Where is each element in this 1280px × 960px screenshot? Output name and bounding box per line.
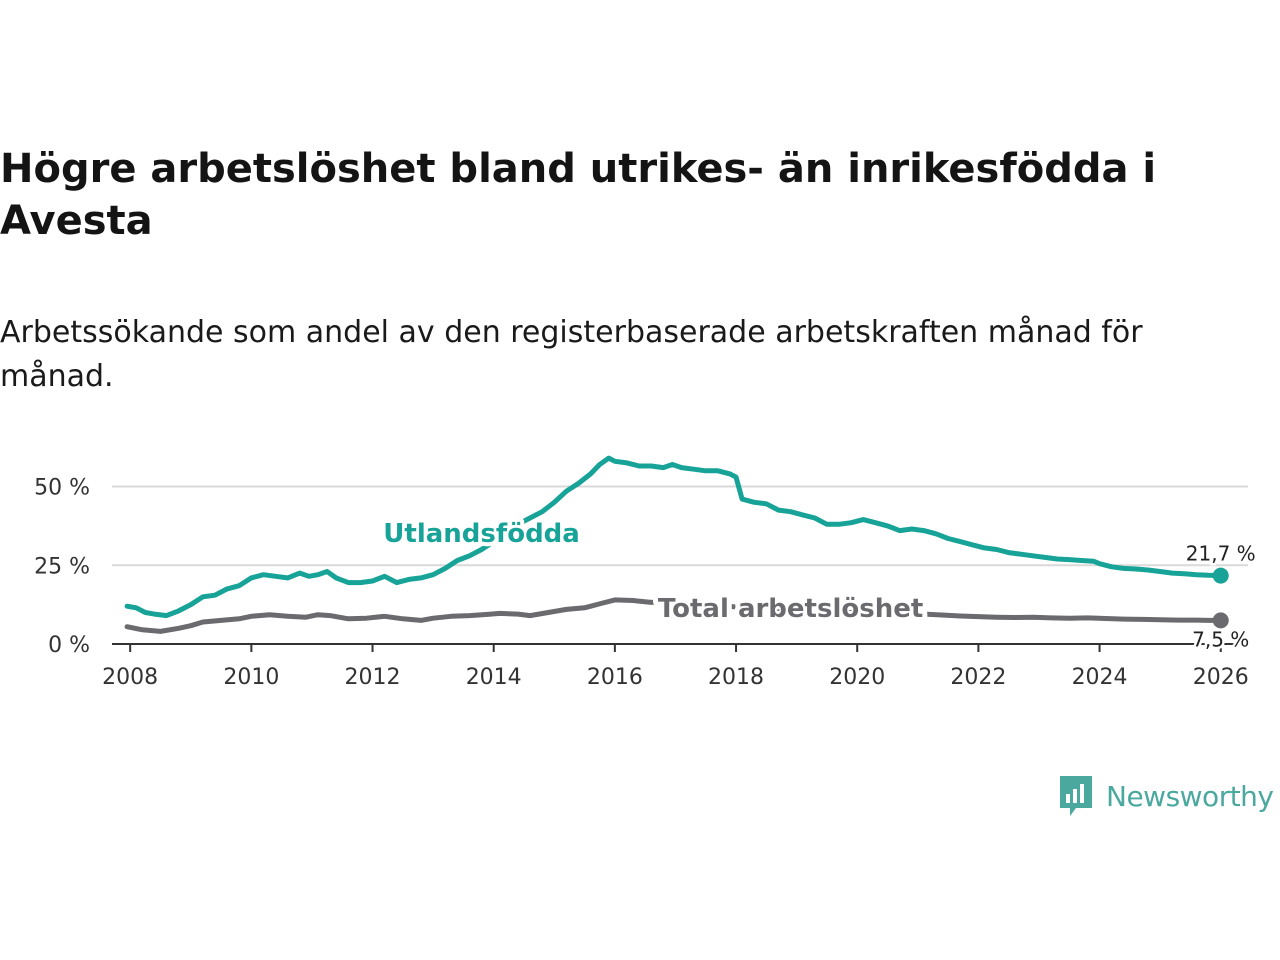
x-tick-label: 2024 [1072,665,1128,690]
series-lines [124,455,1229,634]
end-marker-0 [1212,567,1229,584]
bar-chart-icon [1060,776,1092,816]
x-tick-label: 2018 [708,665,764,690]
series-labels: Utlandsfödda Total arbetslöshet [379,515,928,629]
x-tick-label: 2022 [950,665,1006,690]
series-line-1 [124,597,1224,634]
chart-subtitle: Arbetssökande som andel av den registerb… [0,315,1143,394]
line-chart: 0 % 25 % 50 % 2008 2010 2012 2014 2016 2018 2020… [34,455,1258,690]
gridlines [112,485,1248,567]
y-tick-label: 25 % [34,554,90,579]
series-label-total: Total arbetslöshet [658,594,923,624]
end-markers: 21,7 % 7,5 % [1183,539,1258,654]
x-tick-label: 2014 [466,665,522,690]
y-tick-label: 50 % [34,476,90,501]
end-marker-1 [1212,612,1229,629]
chart-title: Högre arbetslöshet bland utrikes- än inr… [0,146,1157,244]
y-tick-label: 0 % [48,633,90,658]
series-label-utlandsfodda: Utlandsfödda [383,519,580,549]
y-axis: 0 % 25 % 50 % [34,476,1248,658]
x-tick-label: 2012 [345,665,401,690]
end-value-total: 7,5 % [1192,627,1249,651]
brand-name: Newsworthy [1106,779,1274,813]
newsworthy-logo: Newsworthy [1058,774,1274,818]
x-axis: 2008 2010 2012 2014 2016 2018 2020 2022 2024 2026 [102,644,1249,690]
end-value-utlandsfodda: 21,7 % [1186,542,1256,566]
x-tick-label: 2010 [223,665,279,690]
series-line-0 [124,455,1224,619]
x-tick-label: 2008 [102,665,158,690]
x-tick-label: 2016 [587,665,643,690]
x-tick-label: 2020 [829,665,885,690]
x-tick-label: 2026 [1193,665,1249,690]
